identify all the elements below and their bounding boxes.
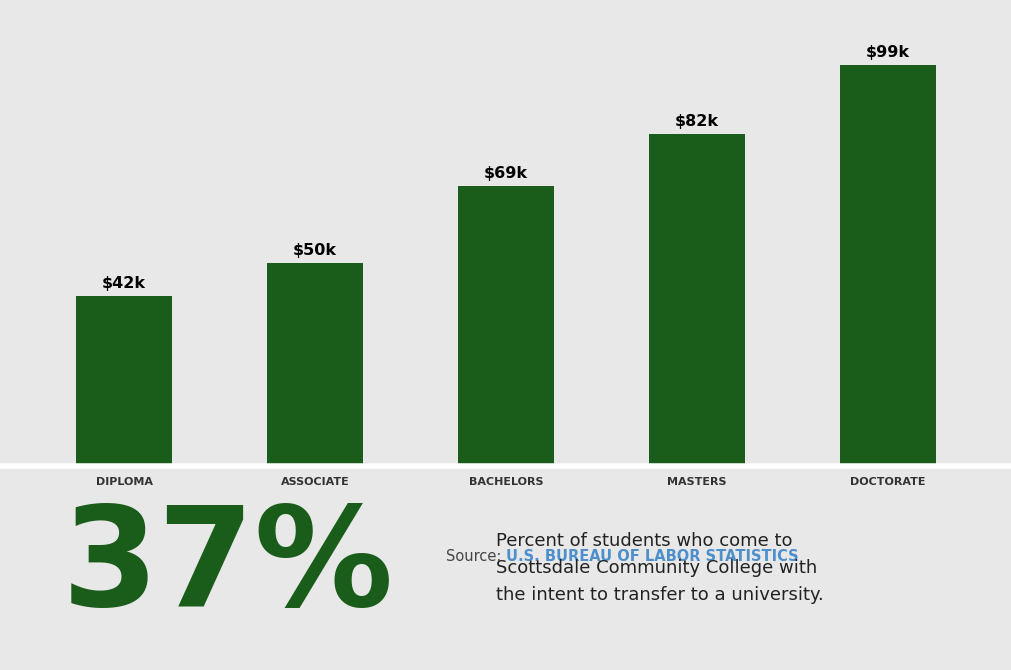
Bar [458, 186, 553, 466]
Bar [76, 295, 172, 466]
Text: $42k: $42k [102, 276, 146, 291]
Text: $69k: $69k [483, 166, 528, 182]
Text: 37%: 37% [62, 500, 393, 635]
Bar [267, 263, 362, 466]
Text: $82k: $82k [674, 114, 718, 129]
Text: U.S. BUREAU OF LABOR STATISTICS: U.S. BUREAU OF LABOR STATISTICS [506, 549, 798, 564]
Bar [839, 65, 935, 466]
Bar [649, 133, 744, 466]
Text: Source:: Source: [446, 549, 506, 564]
Text: $50k: $50k [293, 243, 337, 259]
Text: $99k: $99k [865, 45, 909, 60]
Text: Percent of students who come to
Scottsdale Community College with
the intent to : Percent of students who come to Scottsda… [495, 532, 823, 604]
